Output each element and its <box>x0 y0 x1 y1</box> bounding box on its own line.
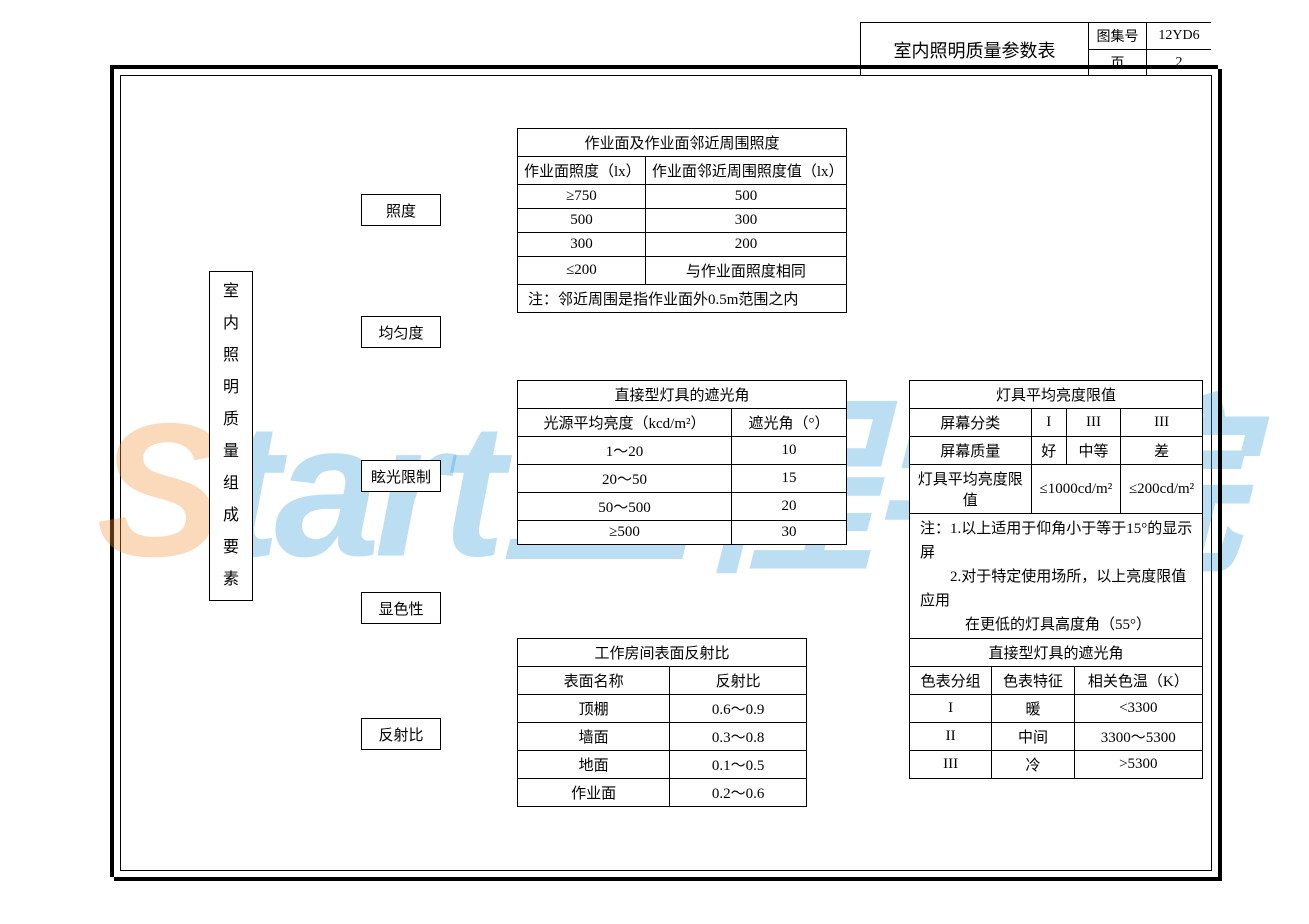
branch-box-illum: 照度 <box>361 194 441 226</box>
title-key-0: 图集号 <box>1089 23 1147 49</box>
drawing-inner-frame: Start工程学院 室内照明质量组成要素 作业面及作业面邻近周围照度作业面照度（… <box>120 75 1212 871</box>
branch-box-refl: 反射比 <box>361 718 441 750</box>
table-color-temp: 直接型灯具的遮光角色表分组色表特征相关色温（K）I暖<3300II中间3300～… <box>909 638 1203 779</box>
branch-box-glare: 眩光限制 <box>361 460 441 492</box>
title-val-0: 12YD6 <box>1147 23 1211 49</box>
title-block: 室内照明质量参数表 图集号 12YD6 页 2 <box>860 22 1211 76</box>
branch-box-cri: 显色性 <box>361 592 441 624</box>
table-shield-angle: 直接型灯具的遮光角光源平均亮度（kcd/m²）遮光角（°）1～201020～50… <box>517 380 847 545</box>
drawing-outer-frame: Start工程学院 室内照明质量组成要素 作业面及作业面邻近周围照度作业面照度（… <box>110 65 1218 877</box>
title-val-1: 2 <box>1147 50 1211 76</box>
branch-box-uniform: 均匀度 <box>361 316 441 348</box>
table-luminance-limit: 灯具平均亮度限值屏幕分类IIIIIII屏幕质量好中等差灯具平均亮度限值≤1000… <box>909 380 1203 641</box>
drawing-title: 室内照明质量参数表 <box>861 23 1089 76</box>
table-reflectance: 工作房间表面反射比表面名称反射比顶棚0.6～0.9墙面0.3～0.8地面0.1～… <box>517 638 807 807</box>
title-key-1: 页 <box>1089 50 1147 76</box>
title-block-meta: 图集号 12YD6 页 2 <box>1089 23 1211 76</box>
table-illuminance: 作业面及作业面邻近周围照度作业面照度（lx）作业面邻近周围照度值（lx）≥750… <box>517 128 847 313</box>
root-category-box: 室内照明质量组成要素 <box>209 271 253 601</box>
